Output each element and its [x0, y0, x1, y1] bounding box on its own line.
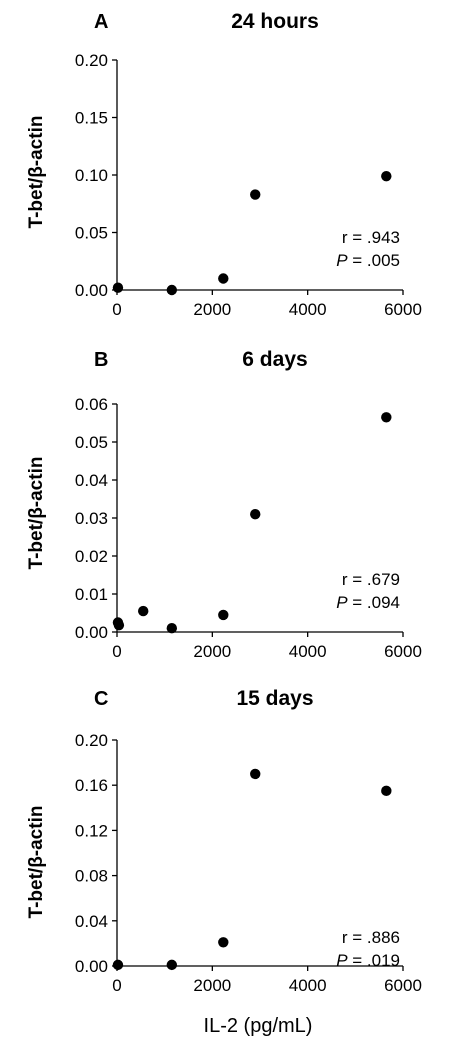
- p-value: P = .005: [336, 251, 400, 270]
- panel-letter: B: [94, 349, 108, 371]
- y-tick-label: 0.02: [75, 547, 108, 566]
- x-tick-label: 4000: [289, 300, 327, 319]
- y-tick-label: 0.04: [75, 912, 108, 931]
- x-tick-label: 4000: [289, 976, 327, 995]
- x-tick-label: 6000: [384, 300, 422, 319]
- y-axis-label: T-bet/β-actin: [26, 116, 47, 229]
- data-point: [250, 189, 261, 200]
- p-symbol: P: [336, 593, 348, 612]
- y-tick-label: 0.03: [75, 509, 108, 528]
- y-tick-label: 0.05: [75, 433, 108, 452]
- y-tick-label: 0.12: [75, 821, 108, 840]
- p-symbol: P: [336, 251, 348, 270]
- p-number: = .005: [348, 251, 400, 270]
- p-number: = .019: [348, 951, 400, 970]
- panel-title: 24 hours: [231, 10, 319, 33]
- data-point: [166, 623, 178, 634]
- y-tick-label: 0.06: [75, 395, 108, 414]
- plot-area: 0.00 0.04 0.08 0.12 0.16 0.20 0 2000 4000 6000: [75, 731, 422, 995]
- panel-b: B 6 days T-bet/β-actin 0.000.010.020.030…: [26, 348, 422, 661]
- x-tick-label: 0: [112, 976, 121, 995]
- p-value: P = .019: [336, 951, 400, 970]
- y-tick-label: 0.00: [75, 623, 108, 642]
- data-point: [166, 284, 178, 296]
- y-tick-label: 0.08: [75, 867, 108, 886]
- y-tick-label: 0.10: [75, 166, 108, 185]
- y-tick-label: 0.20: [75, 51, 108, 70]
- y-tick-label: 0.01: [75, 585, 108, 604]
- x-tick-label: 2000: [193, 300, 231, 319]
- panel-a: A 24 hours T-bet/β-actin 0.00 0.05 0.10 0.1…: [26, 10, 422, 319]
- y-tick-label: 0.20: [75, 731, 108, 750]
- y-tick-label: 0.00: [75, 957, 108, 976]
- panel-c: C 15 days T-bet/β-actin 0.00 0.04 0.08 0.12…: [26, 687, 422, 995]
- panel-title: 6 days: [242, 348, 307, 371]
- correlation-r: r = .886: [342, 928, 400, 947]
- data-point: [250, 768, 261, 780]
- data-point: [218, 273, 229, 284]
- panel-letter: C: [94, 688, 108, 710]
- x-tick-label: 6000: [384, 976, 422, 995]
- x-tick-label: 2000: [193, 976, 231, 995]
- data-point: [218, 609, 229, 621]
- x-tick-label: 0: [112, 642, 121, 661]
- y-tick-label: 0.15: [75, 109, 108, 128]
- panel-title: 15 days: [236, 687, 313, 710]
- panel-letter: A: [94, 11, 108, 33]
- data-point: [218, 937, 229, 948]
- data-point: [166, 959, 178, 971]
- data-point: [112, 959, 124, 971]
- correlation-r: r = .943: [342, 228, 400, 247]
- x-tick-label: 0: [112, 300, 121, 319]
- correlation-r: r = .679: [342, 570, 400, 589]
- data-point: [112, 282, 124, 293]
- y-tick-label: 0.16: [75, 776, 108, 795]
- y-tick-label: 0.00: [75, 281, 108, 300]
- data-point: [381, 785, 392, 797]
- data-point: [250, 509, 261, 520]
- data-point: [381, 170, 392, 182]
- data-point: [113, 619, 125, 631]
- y-axis-label: T-bet/β-actin: [26, 806, 47, 919]
- y-tick-label: 0.04: [75, 471, 108, 490]
- plot-area: 0.00 0.01 0.02 0.03 0.04 0.05 0.06 0 2000 4000 600…: [75, 395, 422, 661]
- plot-area: 0.00 0.05 0.10 0.15 0.20 0 2000 4000 6000: [75, 51, 422, 319]
- x-axis-title: IL-2 (pg/mL): [204, 1015, 313, 1037]
- x-tick-label: 4000: [289, 642, 327, 661]
- p-value: P = .094: [336, 593, 400, 612]
- y-tick-label: 0.05: [75, 224, 108, 243]
- data-point: [381, 412, 392, 423]
- p-symbol: P: [336, 951, 348, 970]
- x-tick-label: 2000: [193, 642, 231, 661]
- x-tick-label: 6000: [384, 642, 422, 661]
- data-point: [138, 605, 149, 617]
- p-number: = .094: [348, 593, 400, 612]
- y-axis-label: T-bet/β-actin: [26, 457, 47, 570]
